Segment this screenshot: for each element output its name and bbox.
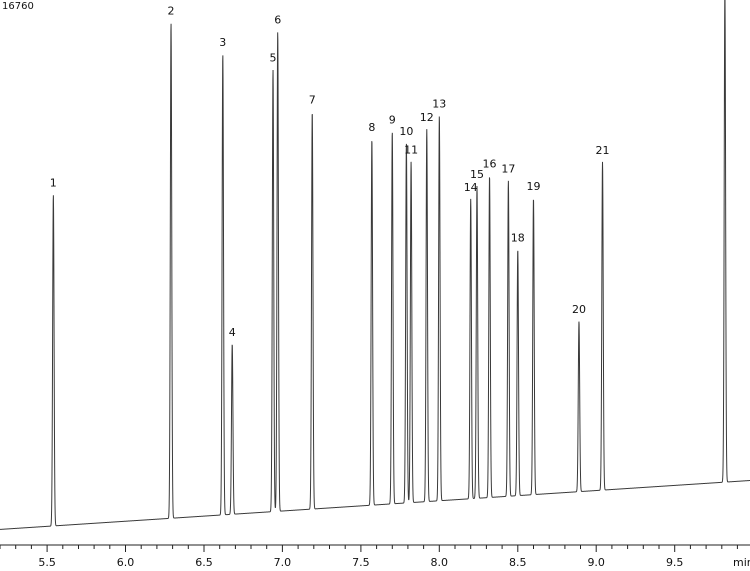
x-tick-label: 6.5 (195, 556, 213, 569)
peak-label-18: 18 (511, 232, 525, 245)
peak-label-14: 14 (464, 181, 478, 194)
peak-label-1: 1 (50, 177, 57, 190)
peak-label-3: 3 (219, 36, 226, 49)
peak-label-16: 16 (483, 158, 497, 171)
peak-label-12: 12 (420, 111, 434, 124)
peak-label-13: 13 (432, 98, 446, 111)
peak-label-15: 15 (470, 168, 484, 181)
peak-label-21: 21 (596, 144, 610, 157)
peak-label-10: 10 (399, 125, 413, 138)
chromatogram-trace (0, 0, 750, 530)
peak-label-19: 19 (527, 180, 541, 193)
peak-label-2: 2 (168, 5, 175, 18)
x-axis-tick-labels: 5.5 6.0 6.5 7.0 7.5 8.0 8.5 9.0 9.5 (38, 556, 683, 569)
x-tick-label: 6.0 (117, 556, 135, 569)
x-tick-label: 8.5 (509, 556, 527, 569)
peak-label-11: 11 (404, 144, 418, 157)
x-tick-label: 7.5 (352, 556, 370, 569)
peak-label-7: 7 (309, 93, 316, 106)
peak-label-6: 6 (274, 14, 281, 27)
x-axis-ticks (0, 545, 738, 552)
peak-label-4: 4 (229, 326, 236, 339)
peak-labels: 12345678910111213141516171819202122 (50, 5, 610, 339)
x-tick-label: 5.5 (38, 556, 56, 569)
peak-label-8: 8 (368, 121, 375, 134)
y-max-label: 16760 (2, 1, 34, 12)
peak-label-5: 5 (270, 52, 277, 65)
peak-label-9: 9 (389, 113, 396, 126)
peak-label-20: 20 (572, 303, 586, 316)
x-tick-label: 9.0 (587, 556, 605, 569)
x-tick-label: 9.5 (666, 556, 684, 569)
x-tick-label: 8.0 (431, 556, 449, 569)
x-tick-label: 7.0 (274, 556, 292, 569)
peak-label-17: 17 (501, 163, 515, 176)
x-axis-unit-label: min (733, 556, 750, 569)
